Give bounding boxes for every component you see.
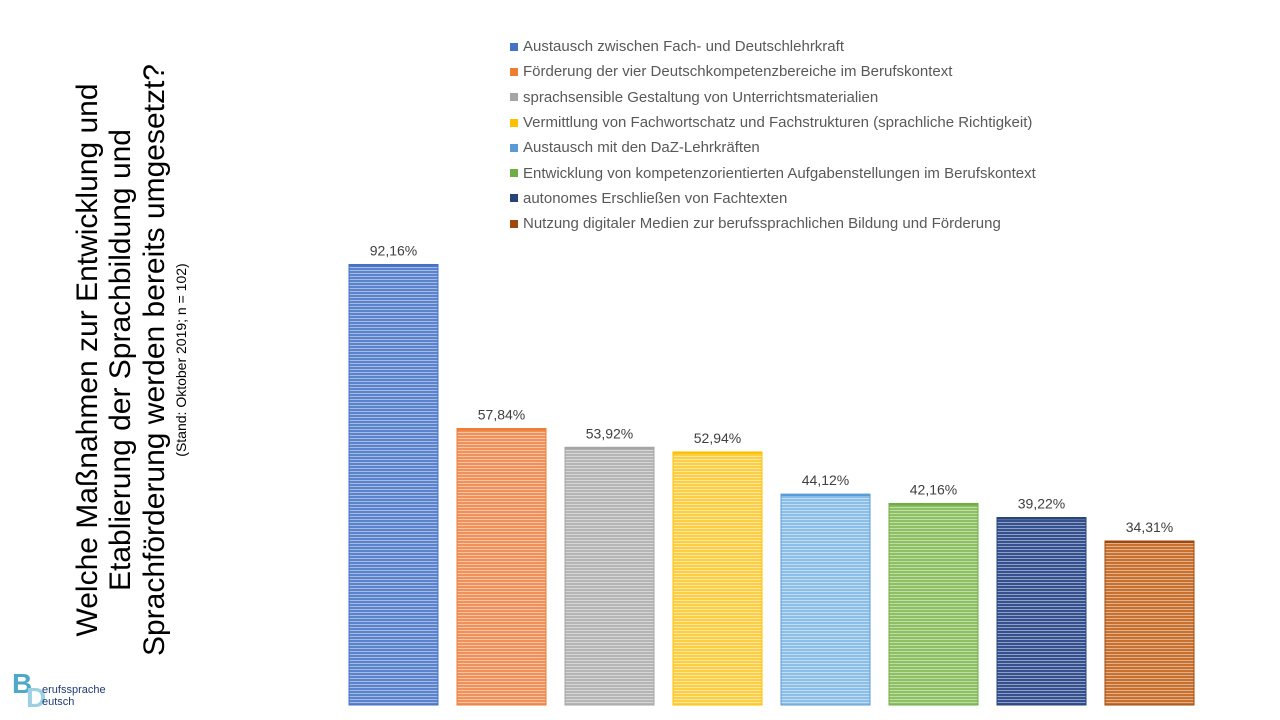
legend-swatch (510, 118, 518, 127)
bar-top-edge (1105, 540, 1194, 543)
bar-top-edge (349, 264, 438, 267)
value-label: 57,84% (478, 407, 525, 423)
value-labels-group: 92,16% 57,84% 53,92% 52,94% 44,12% 42,16% 39,2… (370, 242, 1173, 535)
legend-item: autonomes Erschließen von Fachtexten (510, 186, 1036, 211)
legend-swatch (510, 219, 518, 228)
legend-swatch (510, 143, 518, 152)
value-label: 34,31% (1126, 519, 1173, 535)
logo-letter-d: D (26, 682, 47, 713)
bar (564, 446, 655, 706)
bar (672, 451, 763, 706)
bar-top-edge (997, 517, 1086, 520)
bar-top-edge (889, 503, 978, 506)
legend-label: Vermittlung von Fachwortschatz und Fachs… (523, 114, 1033, 132)
berufssprache-deutsch-logo: B D erufssprache eutsch (12, 668, 122, 713)
bar-top-edge (457, 428, 546, 431)
legend-swatch (510, 194, 518, 203)
legend-label: Austausch zwischen Fach- und Deutschlehr… (523, 38, 844, 56)
bar (996, 517, 1087, 706)
legend-item: Förderung der vier Deutschkompetenzberei… (510, 59, 1036, 84)
legend-item: Nutzung digitaler Medien zur berufssprac… (510, 211, 1036, 236)
bar-top-edge (673, 451, 762, 454)
legend-item: Austausch mit den DaZ-Lehrkräften (510, 135, 1036, 160)
legend-label: Förderung der vier Deutschkompetenzberei… (523, 63, 953, 81)
legend-label: Entwicklung von kompetenzorientierten Au… (523, 164, 1036, 182)
bar-top-edge (565, 447, 654, 450)
bars-group (348, 263, 1195, 706)
value-label: 53,92% (586, 425, 633, 441)
bar (456, 428, 547, 706)
logo-letter-b: B (12, 668, 33, 699)
logo-text-line1: erufssprache (42, 684, 106, 696)
legend-label: Austausch mit den DaZ-Lehrkräften (523, 139, 760, 157)
legend-swatch (510, 42, 518, 51)
legend-swatch (510, 169, 518, 178)
legend-item: Vermittlung von Fachwortschatz und Fachs… (510, 110, 1036, 135)
bar-top-edge (781, 494, 870, 497)
legend-label: autonomes Erschließen von Fachtexten (523, 189, 788, 207)
value-label: 92,16% (370, 242, 417, 258)
logo-text-line2: eutsch (42, 696, 75, 708)
value-label: 42,16% (910, 481, 957, 497)
legend: Austausch zwischen Fach- und Deutschlehr… (510, 34, 1036, 236)
legend-item: Entwicklung von kompetenzorientierten Au… (510, 160, 1036, 185)
bar (888, 502, 979, 706)
value-label: 52,94% (694, 430, 741, 446)
legend-swatch (510, 67, 518, 76)
legend-swatch (510, 93, 518, 102)
legend-label: sprachsensible Gestaltung von Unterricht… (523, 88, 879, 106)
bar (780, 493, 871, 706)
legend-item: Austausch zwischen Fach- und Deutschlehr… (510, 34, 1036, 59)
legend-item: sprachsensible Gestaltung von Unterricht… (510, 85, 1036, 110)
value-label: 44,12% (802, 472, 849, 488)
bar (1104, 540, 1195, 706)
bar (348, 263, 439, 706)
legend-label: Nutzung digitaler Medien zur berufssprac… (523, 215, 1001, 233)
value-label: 39,22% (1018, 496, 1065, 512)
